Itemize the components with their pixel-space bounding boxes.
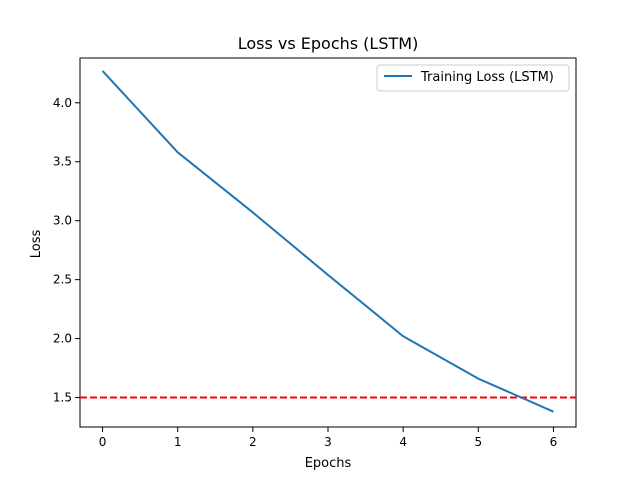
y-axis-ticks: 1.5 2.0 2.5 3.0 3.5 4.0 (53, 96, 80, 405)
x-tick-label: 3 (324, 435, 332, 449)
x-tick-label: 2 (249, 435, 257, 449)
y-axis-label: Loss (29, 230, 44, 259)
legend-label-training-loss: Training Loss (LSTM) (420, 70, 554, 85)
legend: Training Loss (LSTM) (376, 64, 570, 92)
chart-title: Loss vs Epochs (LSTM) (238, 34, 419, 53)
legend-box (376, 64, 570, 92)
x-axis-ticks: 0 1 2 3 4 5 6 (99, 427, 558, 449)
x-axis-label: Epochs (305, 456, 352, 471)
series-group (101, 70, 554, 413)
x-tick-label: 5 (474, 435, 482, 449)
y-tick-label: 2.0 (53, 332, 72, 346)
y-tick-label: 1.5 (53, 391, 72, 405)
y-tick-label: 3.5 (53, 155, 72, 169)
y-tick-label: 4.0 (53, 96, 72, 110)
y-tick-label: 2.5 (53, 273, 72, 287)
x-tick-label: 1 (174, 435, 182, 449)
plot-area: 0 1 2 3 4 5 6 1.5 2.0 2.5 3.0 3.5 4.0 (53, 57, 577, 449)
y-tick-label: 3.0 (53, 214, 72, 228)
x-tick-label: 0 (99, 435, 107, 449)
x-tick-label: 6 (550, 435, 558, 449)
x-tick-label: 4 (399, 435, 407, 449)
series-line-training-loss (101, 70, 554, 413)
